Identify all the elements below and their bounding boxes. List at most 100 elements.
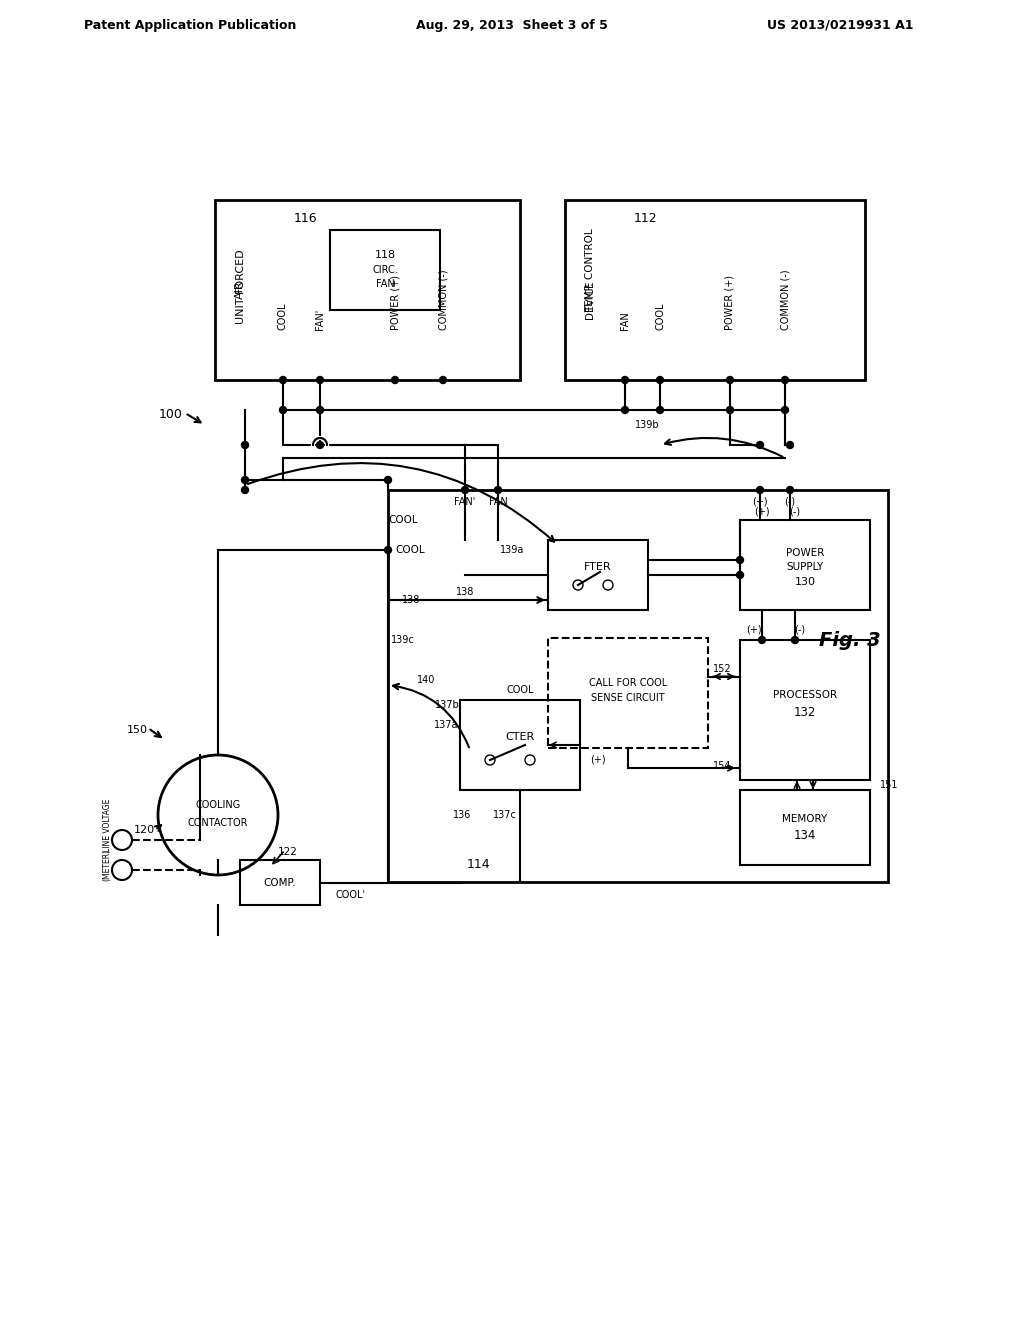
Circle shape xyxy=(316,407,324,413)
Text: FAN': FAN' xyxy=(455,498,475,507)
Text: 137c: 137c xyxy=(494,810,517,820)
Text: (+): (+) xyxy=(753,498,768,507)
Text: (-): (-) xyxy=(784,498,796,507)
Text: SENSE CIRCUIT: SENSE CIRCUIT xyxy=(591,693,665,704)
Text: 137a: 137a xyxy=(433,719,458,730)
Text: CTER: CTER xyxy=(506,733,535,742)
Text: 100: 100 xyxy=(159,408,183,421)
Text: DEVICE: DEVICE xyxy=(585,281,595,319)
Text: 112: 112 xyxy=(633,211,656,224)
Text: 122: 122 xyxy=(279,847,298,857)
Text: COMP.: COMP. xyxy=(264,878,296,887)
Text: 138: 138 xyxy=(456,587,474,597)
Bar xyxy=(565,201,865,380)
Circle shape xyxy=(242,487,249,494)
Text: (+): (+) xyxy=(590,755,605,766)
Text: COOL: COOL xyxy=(655,302,665,330)
Circle shape xyxy=(757,441,764,449)
Text: LINE VOLTAGE: LINE VOLTAGE xyxy=(102,799,112,851)
Text: CIRC.: CIRC. xyxy=(372,265,398,275)
Text: FAN': FAN' xyxy=(315,309,325,330)
Circle shape xyxy=(786,441,794,449)
Text: 139c: 139c xyxy=(391,635,415,645)
Bar xyxy=(740,520,870,610)
Bar xyxy=(548,540,648,610)
Text: 152: 152 xyxy=(713,664,731,673)
Text: 137b: 137b xyxy=(435,700,460,710)
Text: 150: 150 xyxy=(127,725,148,735)
Circle shape xyxy=(280,407,287,413)
Circle shape xyxy=(781,376,788,384)
Text: (METER): (METER) xyxy=(102,849,112,880)
Text: Patent Application Publication: Patent Application Publication xyxy=(84,18,296,32)
Text: CONTACTOR: CONTACTOR xyxy=(187,818,248,828)
Text: POWER (+): POWER (+) xyxy=(725,275,735,330)
Text: FAN: FAN xyxy=(488,498,507,507)
Text: FAN: FAN xyxy=(376,279,394,289)
Text: 151: 151 xyxy=(880,780,898,789)
Text: UNIT: UNIT xyxy=(234,297,245,323)
Circle shape xyxy=(726,407,733,413)
Text: 114: 114 xyxy=(466,858,489,870)
Text: 116: 116 xyxy=(293,211,316,224)
Text: PROCESSOR: PROCESSOR xyxy=(773,690,837,700)
Text: FAN: FAN xyxy=(620,312,630,330)
Circle shape xyxy=(462,487,469,494)
Circle shape xyxy=(384,477,391,483)
Text: FORCED: FORCED xyxy=(234,247,245,293)
Text: 130: 130 xyxy=(795,577,815,587)
Text: COOL': COOL' xyxy=(335,890,365,899)
Bar xyxy=(240,861,319,906)
Text: MEMORY: MEMORY xyxy=(782,814,827,825)
Circle shape xyxy=(242,441,249,449)
Text: COOL: COOL xyxy=(506,685,534,696)
Text: COOL: COOL xyxy=(278,302,288,330)
Circle shape xyxy=(622,376,629,384)
Circle shape xyxy=(792,636,799,644)
Bar xyxy=(215,201,520,380)
Text: 138: 138 xyxy=(401,595,420,605)
Circle shape xyxy=(781,407,788,413)
Circle shape xyxy=(736,572,743,578)
Text: US 2013/0219931 A1: US 2013/0219931 A1 xyxy=(767,18,913,32)
Bar xyxy=(740,640,870,780)
Text: 136: 136 xyxy=(453,810,471,820)
Text: CALL FOR COOL: CALL FOR COOL xyxy=(589,678,667,688)
Circle shape xyxy=(280,376,287,384)
Circle shape xyxy=(391,376,398,384)
Text: SUPPLY: SUPPLY xyxy=(786,562,823,572)
Text: (+): (+) xyxy=(755,507,770,517)
Bar xyxy=(330,230,440,310)
Text: COOL: COOL xyxy=(388,515,418,525)
Text: 154: 154 xyxy=(713,762,731,771)
Text: 139b: 139b xyxy=(635,420,659,430)
Text: FTER: FTER xyxy=(584,562,611,572)
Text: 120: 120 xyxy=(134,825,155,836)
Text: COOL: COOL xyxy=(395,545,425,554)
Circle shape xyxy=(656,376,664,384)
Text: 139a: 139a xyxy=(500,545,524,554)
Circle shape xyxy=(656,407,664,413)
Circle shape xyxy=(759,636,766,644)
Text: Aug. 29, 2013  Sheet 3 of 5: Aug. 29, 2013 Sheet 3 of 5 xyxy=(416,18,608,32)
Circle shape xyxy=(495,487,502,494)
Text: AIR: AIR xyxy=(234,281,245,300)
Text: (+): (+) xyxy=(746,624,762,635)
Text: TEMP. CONTROL: TEMP. CONTROL xyxy=(585,228,595,312)
Circle shape xyxy=(439,376,446,384)
Text: 132: 132 xyxy=(794,706,816,719)
Circle shape xyxy=(757,487,764,494)
Circle shape xyxy=(316,441,324,449)
Circle shape xyxy=(384,546,391,553)
Circle shape xyxy=(736,557,743,564)
Circle shape xyxy=(242,477,249,483)
Bar xyxy=(388,490,888,882)
Circle shape xyxy=(726,376,733,384)
Text: POWER: POWER xyxy=(785,548,824,558)
Circle shape xyxy=(786,487,794,494)
Circle shape xyxy=(622,407,629,413)
Bar xyxy=(548,638,708,748)
Text: 134: 134 xyxy=(794,829,816,842)
Text: (-): (-) xyxy=(790,507,801,517)
Text: Fig. 3: Fig. 3 xyxy=(819,631,881,649)
